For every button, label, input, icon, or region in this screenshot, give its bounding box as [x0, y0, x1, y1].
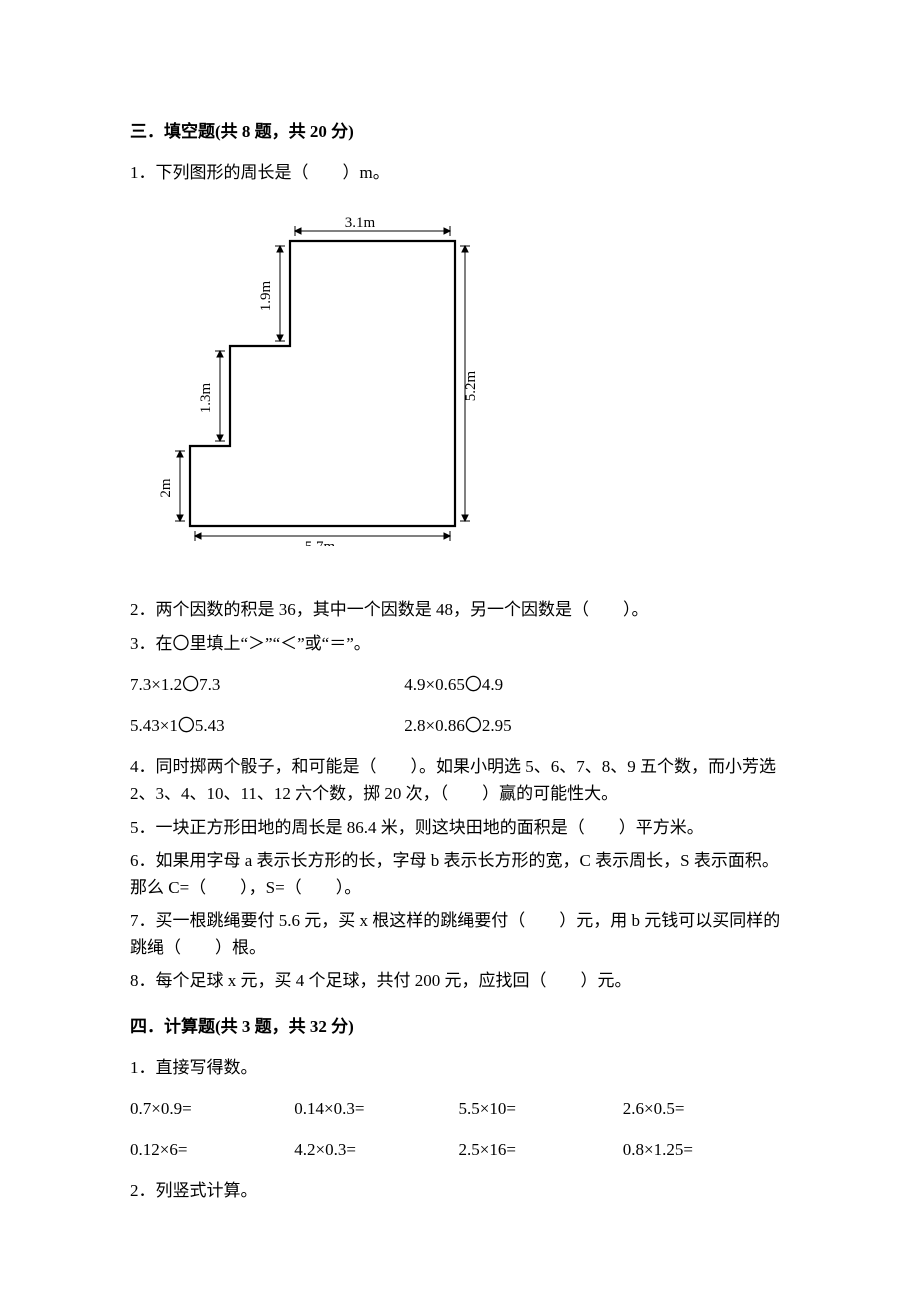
q4-1: 1．直接写得数。: [130, 1054, 790, 1081]
calc-r2c: 2.5×16=: [459, 1136, 619, 1163]
q3-3-row1: 7.3×1.2〇7.3 4.9×0.65〇4.9: [130, 671, 790, 698]
calc-r1c: 5.5×10=: [459, 1095, 619, 1122]
worksheet-page: 三．填空题(共 8 题，共 20 分) 1．下列图形的周长是（ ）m。: [0, 0, 920, 1271]
q3-1-figure: 3.1m 5.2m 5.7m 2m 1.3m 1.9m: [160, 216, 790, 546]
calc-r2a: 0.12×6=: [130, 1136, 290, 1163]
q3-8: 8．每个足球 x 元，买 4 个足球，共付 200 元，应找回（ ）元。: [130, 967, 790, 994]
dim-top: 3.1m: [345, 216, 376, 231]
dim-left-lower: 2m: [160, 478, 174, 498]
q3-1: 1．下列图形的周长是（ ）m。: [130, 159, 790, 186]
q3-3-r1a: 7.3×1.2〇7.3: [130, 671, 400, 698]
dim-labels: 3.1m 5.2m 5.7m 2m 1.3m 1.9m: [160, 216, 479, 546]
calc-r2d: 0.8×1.25=: [623, 1136, 783, 1163]
calc-r2b: 4.2×0.3=: [294, 1136, 454, 1163]
q3-3: 3．在〇里填上“＞”“＜”或“＝”。: [130, 630, 790, 657]
q3-5: 5．一块正方形田地的周长是 86.4 米，则这块田地的面积是（ ）平方米。: [130, 814, 790, 841]
q3-7: 7．买一根跳绳要付 5.6 元，买 x 根这样的跳绳要付（ ）元，用 b 元钱可…: [130, 907, 790, 961]
q3-3-r2a: 5.43×1〇5.43: [130, 712, 400, 739]
q3-6: 6．如果用字母 a 表示长方形的长，字母 b 表示长方形的宽，C 表示周长，S …: [130, 847, 790, 901]
q3-3-r2b: 2.8×0.86〇2.95: [404, 712, 704, 739]
dim-step2: 1.9m: [258, 281, 274, 312]
floorplan-outline: [190, 241, 455, 526]
dim-arrows: [175, 226, 470, 541]
q3-3-r1b: 4.9×0.65〇4.9: [404, 671, 704, 698]
q4-2: 2．列竖式计算。: [130, 1177, 790, 1204]
calc-r1b: 0.14×0.3=: [294, 1095, 454, 1122]
calc-row2: 0.12×6= 4.2×0.3= 2.5×16= 0.8×1.25=: [130, 1136, 790, 1163]
calc-r1a: 0.7×0.9=: [130, 1095, 290, 1122]
section3-title: 三．填空题(共 8 题，共 20 分): [130, 118, 790, 145]
section4-title: 四．计算题(共 3 题，共 32 分): [130, 1013, 790, 1040]
calc-r1d: 2.6×0.5=: [623, 1095, 783, 1122]
dim-bottom: 5.7m: [305, 539, 336, 546]
dim-right: 5.2m: [463, 371, 479, 402]
q3-4: 4．同时掷两个骰子，和可能是（ ）。如果小明选 5、6、7、8、9 五个数，而小…: [130, 753, 790, 807]
q3-3-row2: 5.43×1〇5.43 2.8×0.86〇2.95: [130, 712, 790, 739]
q3-2: 2．两个因数的积是 36，其中一个因数是 48，另一个因数是（ ）。: [130, 596, 790, 623]
calc-row1: 0.7×0.9= 0.14×0.3= 5.5×10= 2.6×0.5=: [130, 1095, 790, 1122]
dim-step1: 1.3m: [198, 383, 214, 414]
floorplan-svg: 3.1m 5.2m 5.7m 2m 1.3m 1.9m: [160, 216, 480, 546]
